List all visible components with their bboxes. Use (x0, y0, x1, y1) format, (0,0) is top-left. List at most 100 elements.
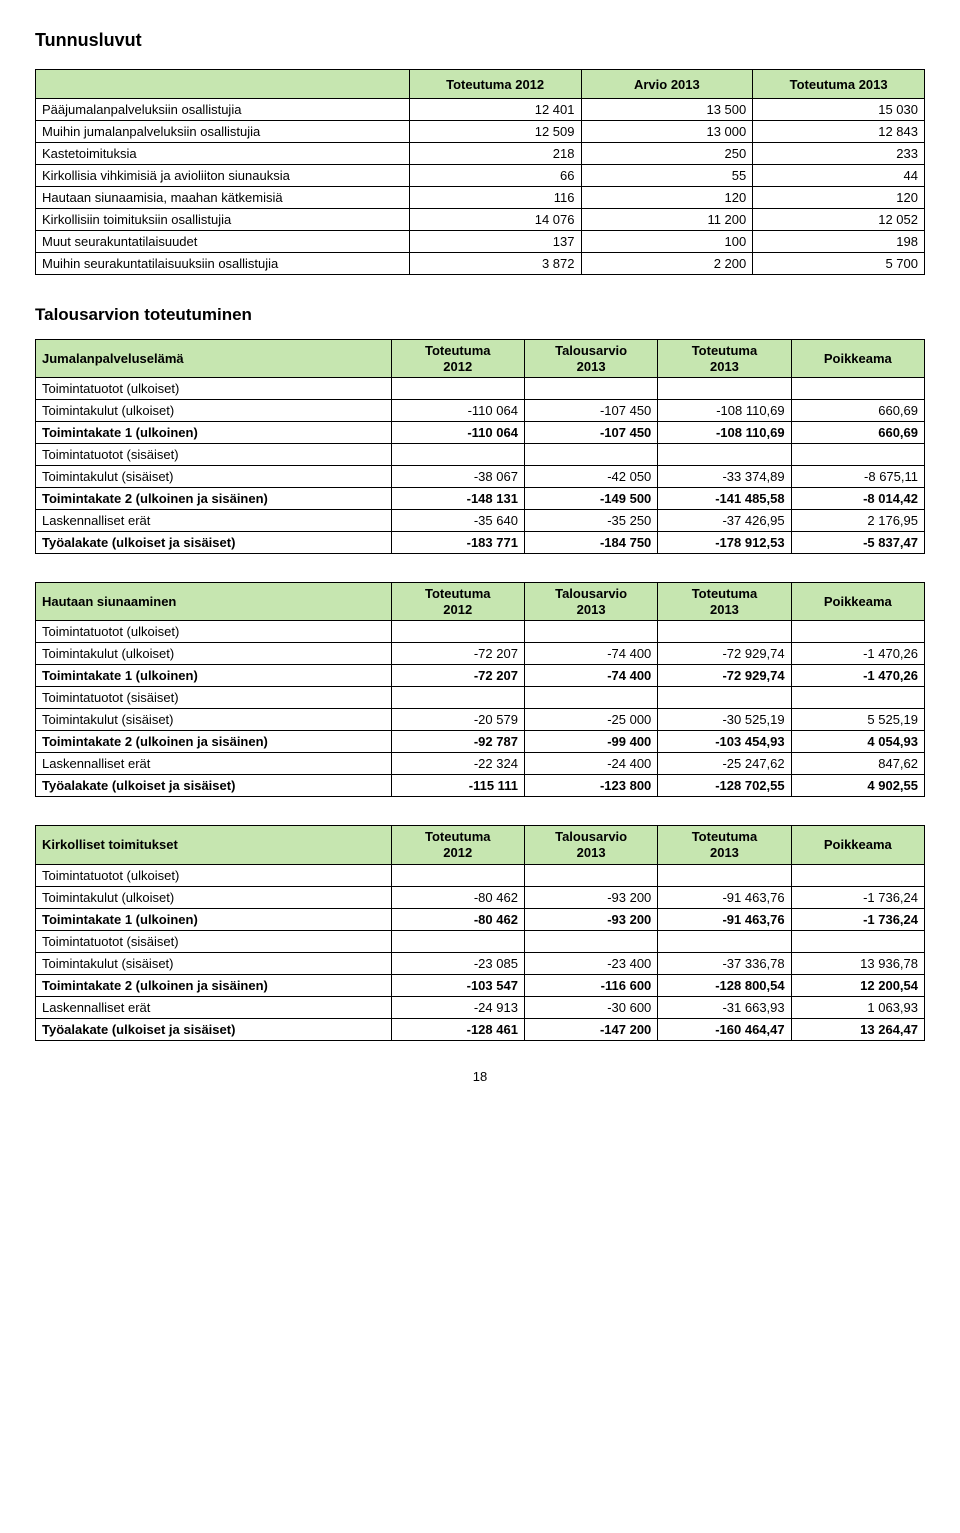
budget-colhead: Poikkeama (791, 340, 924, 378)
cell-value: 120 (753, 187, 925, 209)
cell-value: 12 200,54 (791, 974, 924, 996)
cell-value: -30 600 (524, 996, 657, 1018)
cell-value: -108 110,69 (658, 400, 791, 422)
cell-value: -92 787 (391, 731, 524, 753)
cell-value: -147 200 (524, 1018, 657, 1040)
table-row: Muihin seurakuntatilaisuuksiin osallistu… (36, 253, 925, 275)
row-label: Toimintatuotot (ulkoiset) (36, 621, 392, 643)
cell-value: -37 336,78 (658, 952, 791, 974)
cell-value: -74 400 (524, 665, 657, 687)
table-row: Pääjumalanpalveluksiin osallistujia12 40… (36, 99, 925, 121)
row-label: Työalakate (ulkoiset ja sisäiset) (36, 775, 392, 797)
table-row: Toimintakate 1 (ulkoinen)-72 207-74 400-… (36, 665, 925, 687)
cell-value: -116 600 (524, 974, 657, 996)
cell-value: 44 (753, 165, 925, 187)
table-row: Toimintatuotot (ulkoiset) (36, 378, 925, 400)
cell-value: -25 247,62 (658, 753, 791, 775)
row-label: Toimintatuotot (sisäiset) (36, 687, 392, 709)
cell-value: 14 076 (409, 209, 581, 231)
cell-value: -93 200 (524, 908, 657, 930)
cell-value: -148 131 (391, 488, 524, 510)
budget-table: JumalanpalveluselämäToteutuma2012Talousa… (35, 339, 925, 554)
cell-value: -128 702,55 (658, 775, 791, 797)
row-label: Toimintakate 1 (ulkoinen) (36, 665, 392, 687)
table-row: Hautaan siunaamisia, maahan kätkemisiä11… (36, 187, 925, 209)
cell-value: 15 030 (753, 99, 925, 121)
cell-value: 137 (409, 231, 581, 253)
cell-value: 13 000 (581, 121, 753, 143)
cell-value: 2 176,95 (791, 510, 924, 532)
cell-value: -35 640 (391, 510, 524, 532)
tbl1-header: Arvio 2013 (581, 70, 753, 99)
cell-value: 250 (581, 143, 753, 165)
table-row: Työalakate (ulkoiset ja sisäiset)-115 11… (36, 775, 925, 797)
cell-value: -91 463,76 (658, 886, 791, 908)
table-row: Toimintakulut (ulkoiset)-110 064-107 450… (36, 400, 925, 422)
cell-value: -37 426,95 (658, 510, 791, 532)
cell-value: 12 401 (409, 99, 581, 121)
cell-value: -103 454,93 (658, 731, 791, 753)
budget-colhead: Toteutuma2012 (391, 826, 524, 864)
table-row: Toimintakulut (sisäiset)-20 579-25 000-3… (36, 709, 925, 731)
table-row: Toimintakate 1 (ulkoinen)-110 064-107 45… (36, 422, 925, 444)
cell-value: -8 014,42 (791, 488, 924, 510)
table-row: Toimintakulut (sisäiset)-38 067-42 050-3… (36, 466, 925, 488)
cell-value: -30 525,19 (658, 709, 791, 731)
cell-value: -141 485,58 (658, 488, 791, 510)
cell-value (391, 621, 524, 643)
cell-value: 66 (409, 165, 581, 187)
row-label: Työalakate (ulkoiset ja sisäiset) (36, 1018, 392, 1040)
row-label: Toimintatuotot (ulkoiset) (36, 864, 392, 886)
budget-colhead: Talousarvio2013 (524, 826, 657, 864)
cell-value (524, 378, 657, 400)
budget-colhead: Poikkeama (791, 583, 924, 621)
cell-value: 198 (753, 231, 925, 253)
table-row: Kirkollisiin toimituksiin osallistujia14… (36, 209, 925, 231)
cell-value: -72 207 (391, 643, 524, 665)
cell-value: -23 085 (391, 952, 524, 974)
tbl1-header-empty (36, 70, 410, 99)
cell-value: -74 400 (524, 643, 657, 665)
row-label: Toimintakulut (ulkoiset) (36, 400, 392, 422)
cell-value: 4 902,55 (791, 775, 924, 797)
table-row: Toimintakate 2 (ulkoinen ja sisäinen)-10… (36, 974, 925, 996)
cell-value (391, 687, 524, 709)
cell-value: -23 400 (524, 952, 657, 974)
cell-value (791, 621, 924, 643)
row-label: Pääjumalanpalveluksiin osallistujia (36, 99, 410, 121)
table-row: Laskennalliset erät-35 640-35 250-37 426… (36, 510, 925, 532)
cell-value: -25 000 (524, 709, 657, 731)
title-tunnusluvut: Tunnusluvut (35, 30, 925, 51)
table-row: Toimintakulut (sisäiset)-23 085-23 400-3… (36, 952, 925, 974)
budget-caption: Jumalanpalveluselämä (36, 340, 392, 378)
table-row: Toimintakate 2 (ulkoinen ja sisäinen)-14… (36, 488, 925, 510)
cell-value: -128 800,54 (658, 974, 791, 996)
table-row: Toimintatuotot (sisäiset) (36, 687, 925, 709)
cell-value: -160 464,47 (658, 1018, 791, 1040)
cell-value: -72 929,74 (658, 665, 791, 687)
cell-value: -8 675,11 (791, 466, 924, 488)
cell-value: -72 929,74 (658, 643, 791, 665)
cell-value: 4 054,93 (791, 731, 924, 753)
budget-colhead: Poikkeama (791, 826, 924, 864)
table-row: Toimintatuotot (sisäiset) (36, 444, 925, 466)
cell-value (524, 687, 657, 709)
cell-value: -22 324 (391, 753, 524, 775)
cell-value (791, 687, 924, 709)
cell-value (391, 864, 524, 886)
cell-value (791, 378, 924, 400)
row-label: Kastetoimituksia (36, 143, 410, 165)
row-label: Kirkollisiin toimituksiin osallistujia (36, 209, 410, 231)
row-label: Toimintakulut (sisäiset) (36, 709, 392, 731)
cell-value: 13 264,47 (791, 1018, 924, 1040)
budget-table: Hautaan siunaaminenToteutuma2012Talousar… (35, 582, 925, 797)
table-row: Työalakate (ulkoiset ja sisäiset)-183 77… (36, 532, 925, 554)
row-label: Toimintatuotot (sisäiset) (36, 930, 392, 952)
tunnusluvut-table: Toteutuma 2012 Arvio 2013 Toteutuma 2013… (35, 69, 925, 275)
table-row: Kastetoimituksia218250233 (36, 143, 925, 165)
cell-value: -91 463,76 (658, 908, 791, 930)
budget-caption: Hautaan siunaaminen (36, 583, 392, 621)
cell-value: 3 872 (409, 253, 581, 275)
row-label: Toimintatuotot (sisäiset) (36, 444, 392, 466)
row-label: Laskennalliset erät (36, 996, 392, 1018)
